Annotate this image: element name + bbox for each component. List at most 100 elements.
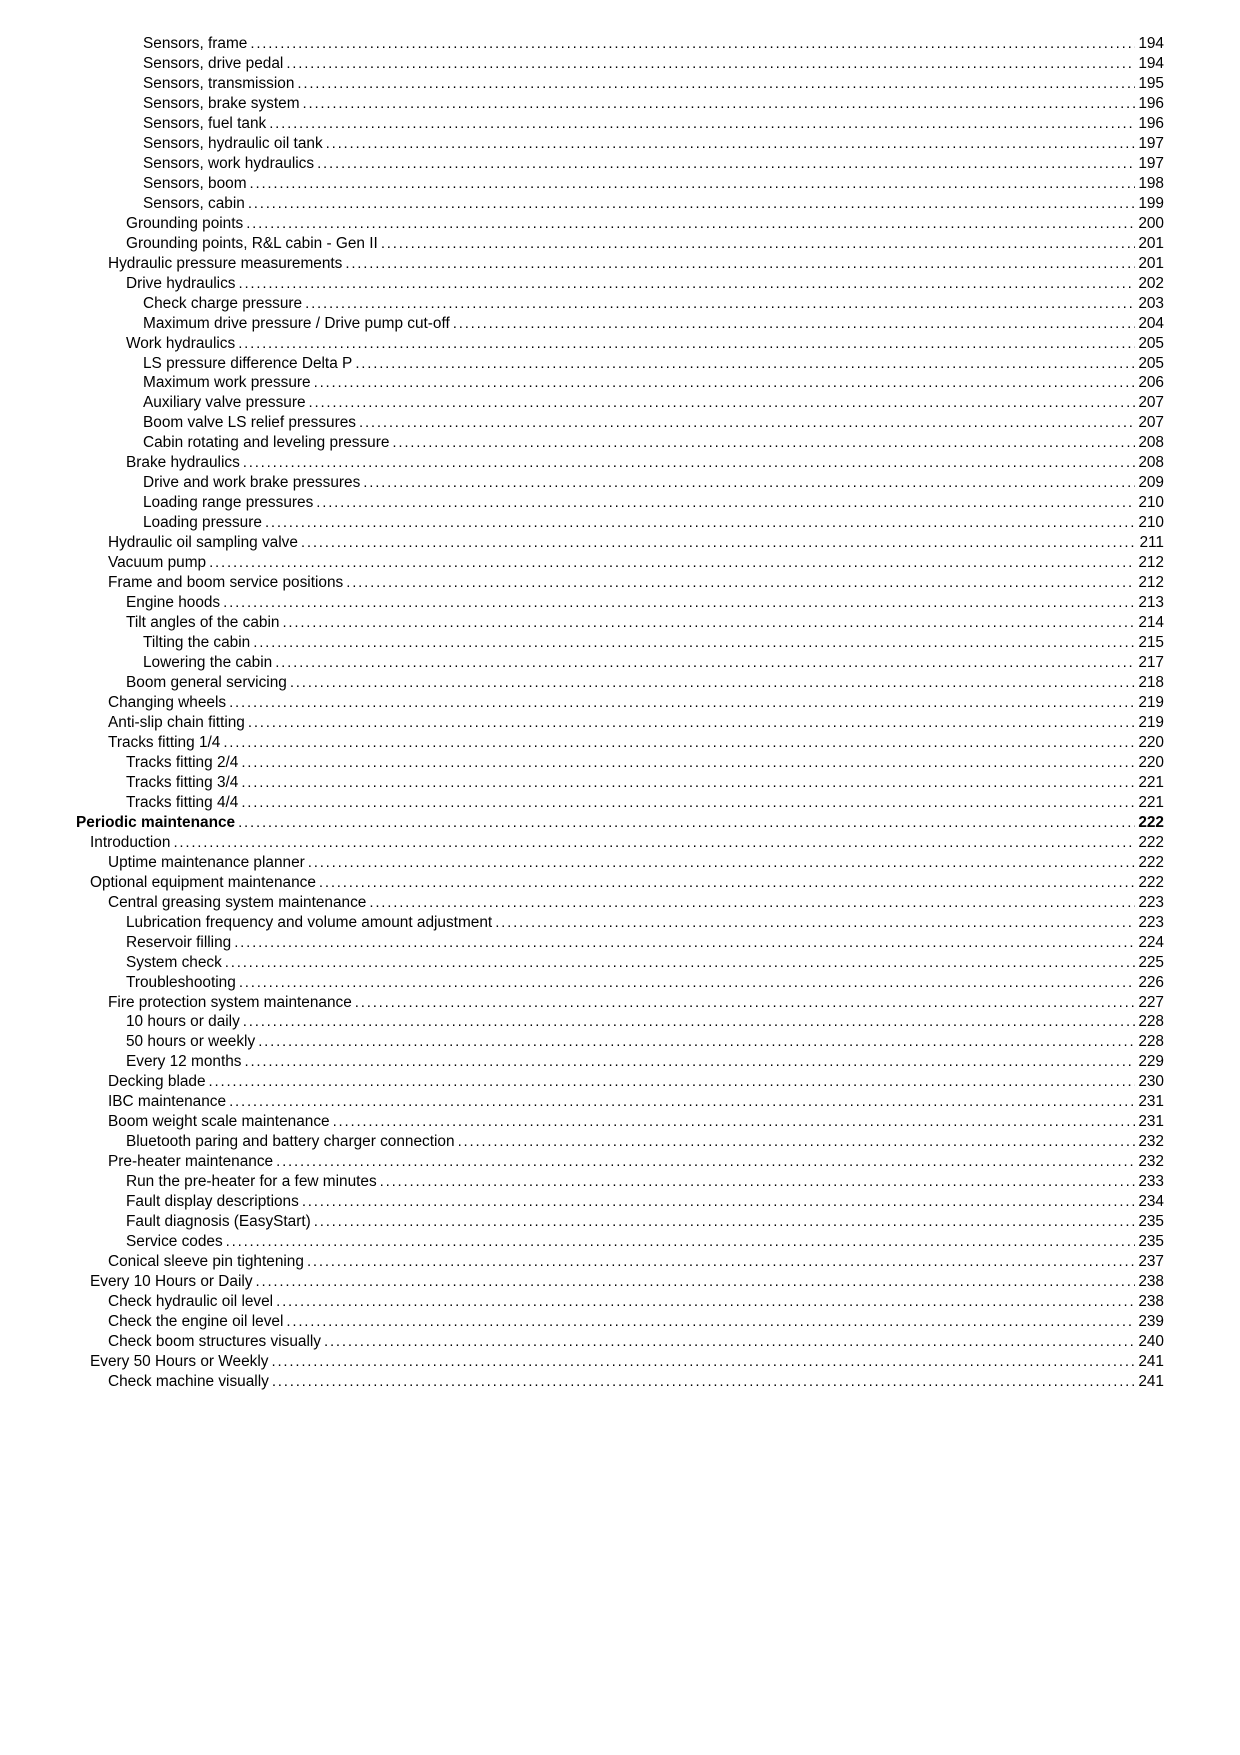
toc-dot-leader [238,813,1135,833]
toc-entry-page: 227 [1138,993,1164,1012]
toc-entry-label: Boom general servicing [126,673,287,692]
toc-entry: Sensors, work hydraulics197 [76,154,1164,174]
toc-dot-leader [317,154,1135,174]
toc-dot-leader [380,1172,1136,1192]
toc-entry: Fault display descriptions234 [76,1192,1164,1212]
toc-dot-leader [229,693,1135,713]
toc-dot-leader [297,74,1135,94]
toc-dot-leader [250,174,1136,194]
toc-dot-leader [209,553,1135,573]
toc-entry: Tracks fitting 4/4 221 [76,793,1164,813]
toc-entry-label: Tracks fitting 4/4 [126,793,238,812]
toc-entry-page: 208 [1138,433,1164,452]
toc-entry-page: 200 [1138,214,1164,233]
toc-entry: Anti-slip chain fitting219 [76,713,1164,733]
toc-entry-label: 50 hours or weekly [126,1032,255,1051]
toc-dot-leader [355,354,1135,374]
toc-entry: Fault diagnosis (EasyStart)235 [76,1212,1164,1232]
toc-entry: Tracks fitting 3/4221 [76,773,1164,793]
toc-entry-page: 228 [1138,1012,1164,1031]
toc-entry: Check machine visually241 [76,1372,1164,1392]
toc-entry-label: Fault diagnosis (EasyStart) [126,1212,311,1231]
toc-dot-leader [223,593,1135,613]
toc-dot-leader [346,573,1135,593]
toc-entry: Pre-heater maintenance232 [76,1152,1164,1172]
toc-entry: IBC maintenance231 [76,1092,1164,1112]
toc-entry-label: Sensors, boom [143,174,247,193]
toc-entry-page: 196 [1138,94,1164,113]
table-of-contents: Sensors, frame194Sensors, drive pedal194… [76,34,1164,1392]
toc-entry-page: 197 [1138,134,1164,153]
toc-entry-label: Boom weight scale maintenance [108,1112,330,1131]
toc-dot-leader [286,54,1135,74]
toc-entry: Changing wheels219 [76,693,1164,713]
toc-dot-leader [239,973,1136,993]
toc-entry-page: 240 [1138,1332,1164,1351]
toc-dot-leader [453,314,1136,334]
toc-dot-leader [369,893,1135,913]
toc-dot-leader [301,533,1137,553]
toc-entry-page: 210 [1138,513,1164,532]
toc-entry: Check charge pressure203 [76,294,1164,314]
toc-entry: Every 10 Hours or Daily238 [76,1272,1164,1292]
toc-entry-label: Decking blade [108,1072,206,1091]
toc-dot-leader [256,1272,1136,1292]
toc-entry-page: 239 [1138,1312,1164,1331]
toc-dot-leader [272,1372,1135,1392]
toc-entry-page: 209 [1138,473,1164,492]
toc-entry-page: 220 [1138,733,1164,752]
toc-entry-page: 210 [1138,493,1164,512]
toc-entry-page: 219 [1138,693,1164,712]
toc-entry-label: Check boom structures visually [108,1332,321,1351]
toc-entry: Tracks fitting 2/4220 [76,753,1164,773]
toc-entry-page: 222 [1138,873,1164,892]
toc-entry: Sensors, transmission195 [76,74,1164,94]
toc-entry-label: Boom valve LS relief pressures [143,413,356,432]
toc-entry-label: Sensors, transmission [143,74,294,93]
toc-dot-leader [307,1252,1135,1272]
toc-entry-label: Vacuum pump [108,553,206,572]
toc-dot-leader [495,913,1135,933]
toc-dot-leader [241,793,1135,813]
toc-entry: Uptime maintenance planner222 [76,853,1164,873]
toc-entry-label: LS pressure difference Delta P [143,354,352,373]
toc-entry: Boom valve LS relief pressures207 [76,413,1164,433]
toc-entry-page: 225 [1138,953,1164,972]
toc-entry-label: Sensors, brake system [143,94,300,113]
toc-entry-page: 215 [1138,633,1164,652]
toc-entry-label: Run the pre-heater for a few minutes [126,1172,377,1191]
toc-dot-leader [223,733,1135,753]
toc-dot-leader [314,373,1136,393]
toc-entry: Sensors, cabin199 [76,194,1164,214]
toc-dot-leader [314,1212,1136,1232]
toc-entry: Every 12 months229 [76,1052,1164,1072]
toc-entry-label: Cabin rotating and leveling pressure [143,433,389,452]
toc-entry-page: 224 [1138,933,1164,952]
toc-entry-page: 226 [1138,973,1164,992]
toc-entry-page: 199 [1138,194,1164,213]
toc-entry: Work hydraulics205 [76,334,1164,354]
toc-entry-label: Every 10 Hours or Daily [90,1272,253,1291]
toc-entry-label: Work hydraulics [126,334,235,353]
toc-entry-page: 221 [1138,793,1164,812]
toc-entry-label: Troubleshooting [126,973,236,992]
toc-entry-page: 211 [1139,533,1164,552]
toc-entry-label: Sensors, frame [143,34,247,53]
toc-entry-page: 223 [1138,913,1164,932]
toc-entry-label: Drive and work brake pressures [143,473,360,492]
toc-entry: Maximum work pressure206 [76,373,1164,393]
toc-entry-label: Check the engine oil level [108,1312,283,1331]
toc-dot-leader [209,1072,1136,1092]
toc-entry-label: Pre-heater maintenance [108,1152,273,1171]
toc-dot-leader [241,773,1135,793]
toc-entry-label: Lubrication frequency and volume amount … [126,913,492,932]
toc-entry: Hydraulic oil sampling valve211 [76,533,1164,553]
toc-dot-leader [359,413,1135,433]
toc-entry-label: Optional equipment maintenance [90,873,316,892]
toc-entry-page: 218 [1138,673,1164,692]
toc-entry: Drive and work brake pressures 209 [76,473,1164,493]
toc-entry: Tracks fitting 1/4220 [76,733,1164,753]
toc-entry-page: 201 [1138,254,1164,273]
toc-entry-page: 234 [1138,1192,1164,1211]
toc-entry-page: 230 [1138,1072,1164,1091]
